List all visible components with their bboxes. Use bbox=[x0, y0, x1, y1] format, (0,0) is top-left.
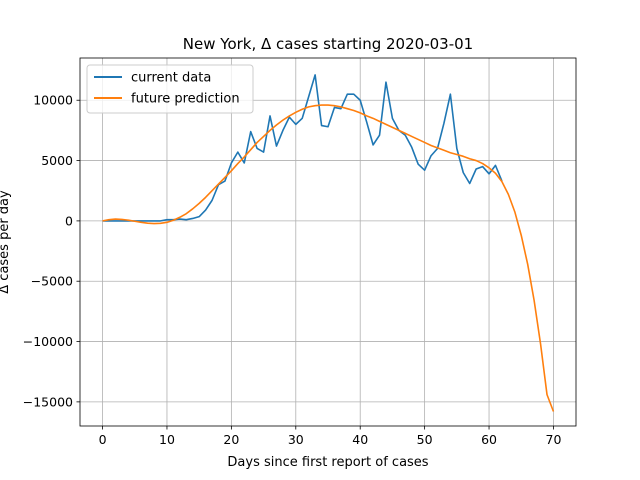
x-axis-label: Days since first report of cases bbox=[227, 455, 428, 470]
series-line-future-prediction bbox=[102, 104, 555, 412]
series-line-current-data bbox=[102, 74, 503, 222]
x-tick-label: 0 bbox=[99, 432, 107, 447]
y-tick-label: −10000 bbox=[23, 334, 73, 349]
grid-lines bbox=[80, 58, 576, 426]
x-tick-label: 20 bbox=[223, 432, 239, 447]
x-axis-ticks: 0 10 20 30 40 50 60 70 bbox=[99, 426, 562, 447]
legend-label-future-prediction: future prediction bbox=[131, 92, 240, 107]
x-tick-label: 10 bbox=[159, 432, 175, 447]
y-tick-label: −5000 bbox=[31, 274, 73, 289]
y-axis-label: Δ cases per day bbox=[0, 190, 12, 294]
y-axis-ticks: −15000 −10000 −5000 0 5000 10000 bbox=[23, 93, 80, 409]
y-tick-label: 10000 bbox=[33, 93, 73, 108]
x-tick-label: 60 bbox=[481, 432, 497, 447]
legend-box bbox=[86, 64, 254, 114]
y-tick-label: −15000 bbox=[23, 394, 73, 409]
series-lines bbox=[102, 74, 555, 412]
legend-label-current-data: current data bbox=[131, 71, 211, 86]
x-tick-label: 40 bbox=[352, 432, 368, 447]
y-tick-label: 5000 bbox=[41, 153, 73, 168]
x-tick-label: 30 bbox=[288, 432, 304, 447]
chart-title: New York, Δ cases starting 2020-03-01 bbox=[183, 35, 473, 53]
legend: current data future prediction bbox=[86, 64, 254, 114]
x-tick-label: 50 bbox=[417, 432, 433, 447]
x-tick-label: 70 bbox=[546, 432, 562, 447]
plot-frame bbox=[79, 57, 577, 427]
y-tick-label: 0 bbox=[65, 213, 73, 228]
